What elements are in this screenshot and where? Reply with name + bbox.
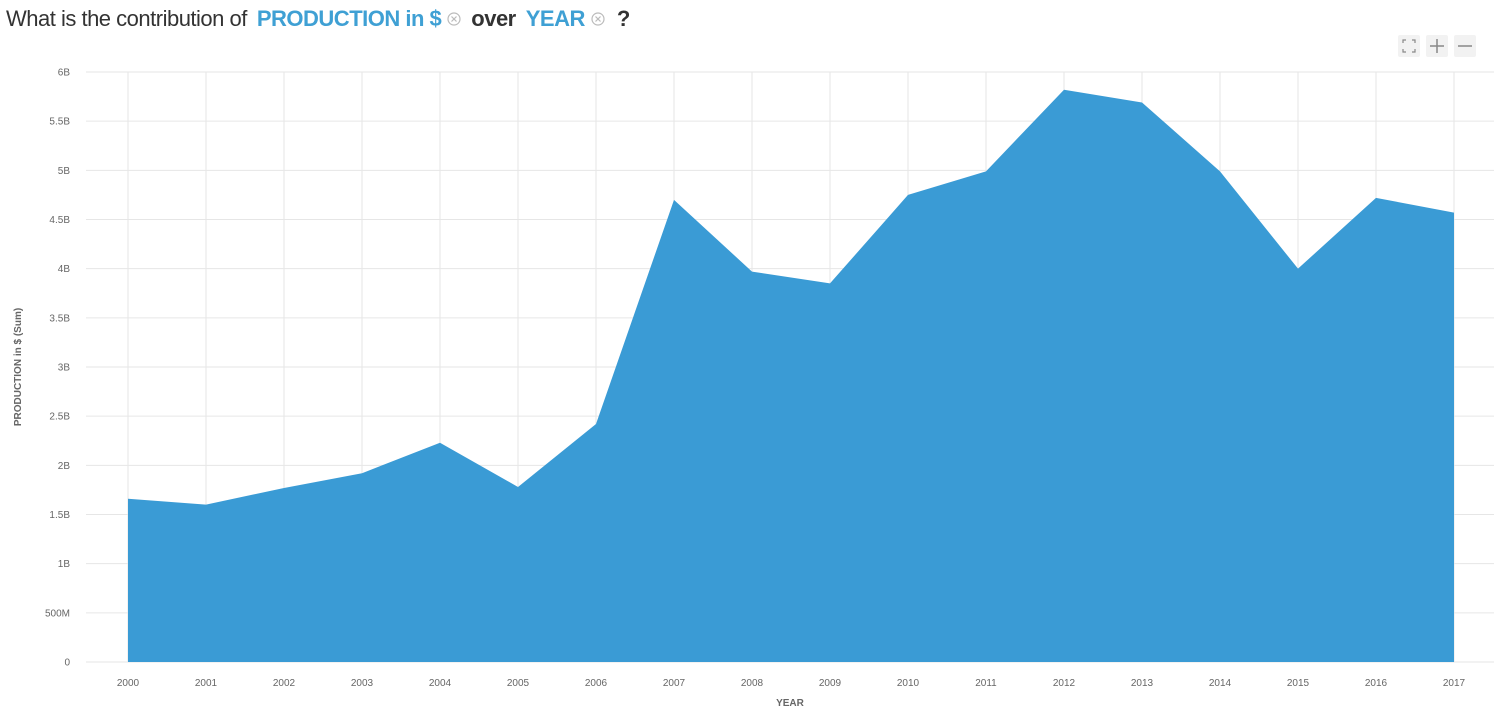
y-tick-label: 1B [58, 559, 71, 570]
x-tick-label: 2012 [1053, 678, 1076, 689]
data-point[interactable] [1060, 86, 1068, 94]
y-tick-label: 0 [64, 658, 70, 669]
remove-measure-icon[interactable] [447, 12, 461, 26]
question-suffix: ? [616, 6, 630, 31]
x-tick-label: 2008 [741, 678, 764, 689]
plus-icon [1430, 39, 1444, 53]
data-point[interactable] [982, 167, 990, 175]
x-tick-label: 2010 [897, 678, 920, 689]
data-point[interactable] [436, 439, 444, 447]
minus-icon [1458, 45, 1472, 47]
data-point[interactable] [514, 483, 522, 491]
y-tick-label: 3B [58, 363, 71, 374]
x-tick-label: 2000 [117, 678, 140, 689]
data-point[interactable] [1450, 209, 1458, 217]
y-tick-label: 2.5B [49, 412, 70, 423]
data-point[interactable] [124, 495, 132, 503]
data-point[interactable] [1216, 167, 1224, 175]
data-point[interactable] [280, 484, 288, 492]
y-tick-label: 5.5B [49, 117, 70, 128]
x-tick-label: 2015 [1287, 678, 1310, 689]
y-tick-label: 4B [58, 264, 71, 275]
area-series [124, 86, 1458, 662]
x-tick-label: 2009 [819, 678, 842, 689]
data-point[interactable] [1138, 98, 1146, 106]
x-tick-label: 2013 [1131, 678, 1154, 689]
question-header: What is the contribution of PRODUCTION i… [6, 4, 630, 34]
x-tick-label: 2017 [1443, 678, 1466, 689]
data-point[interactable] [1372, 194, 1380, 202]
expand-button[interactable] [1398, 35, 1420, 57]
x-tick-label: 2006 [585, 678, 608, 689]
y-tick-label: 1.5B [49, 510, 70, 521]
y-tick-label: 6B [58, 68, 71, 79]
dimension-token[interactable]: YEAR [525, 6, 586, 31]
remove-dimension-icon[interactable] [591, 12, 605, 26]
y-tick-label: 500M [45, 608, 70, 619]
area-fill[interactable] [128, 89, 1454, 662]
y-tick-label: 5B [58, 166, 71, 177]
data-point[interactable] [748, 268, 756, 276]
data-point[interactable] [826, 279, 834, 287]
y-tick-label: 3.5B [49, 313, 70, 324]
x-tick-label: 2002 [273, 678, 296, 689]
chart-controls [1398, 35, 1476, 57]
zoom-in-button[interactable] [1426, 35, 1448, 57]
x-tick-label: 2014 [1209, 678, 1232, 689]
y-axis-ticks: 0 500M 1B 1.5B 2B 2.5B 3B 3.5B 4B 4.5B 5B 5.5B 6B [45, 68, 70, 669]
x-tick-label: 2003 [351, 678, 374, 689]
x-axis-ticks: 2000 2001 2002 2003 2004 2005 2006 2007 2008 2009… [117, 678, 1466, 689]
x-tick-label: 2016 [1365, 678, 1388, 689]
data-point[interactable] [670, 196, 678, 204]
y-axis-title: PRODUCTION in $ (Sum) [13, 308, 24, 426]
x-tick-label: 2001 [195, 678, 218, 689]
data-point[interactable] [358, 469, 366, 477]
x-tick-label: 2011 [975, 678, 997, 689]
data-point[interactable] [202, 501, 210, 509]
x-tick-label: 2007 [663, 678, 686, 689]
expand-icon [1402, 39, 1416, 53]
data-point[interactable] [592, 420, 600, 428]
measure-token[interactable]: PRODUCTION in $ [256, 6, 442, 31]
x-tick-label: 2004 [429, 678, 452, 689]
data-point[interactable] [1294, 265, 1302, 273]
y-tick-label: 2B [58, 461, 71, 472]
question-prefix: What is the contribution of [6, 6, 247, 31]
data-point[interactable] [904, 191, 912, 199]
question-connector: over [471, 6, 516, 31]
y-tick-label: 4.5B [49, 215, 70, 226]
x-axis-title: YEAR [776, 698, 805, 709]
x-tick-label: 2005 [507, 678, 530, 689]
zoom-out-button[interactable] [1454, 35, 1476, 57]
